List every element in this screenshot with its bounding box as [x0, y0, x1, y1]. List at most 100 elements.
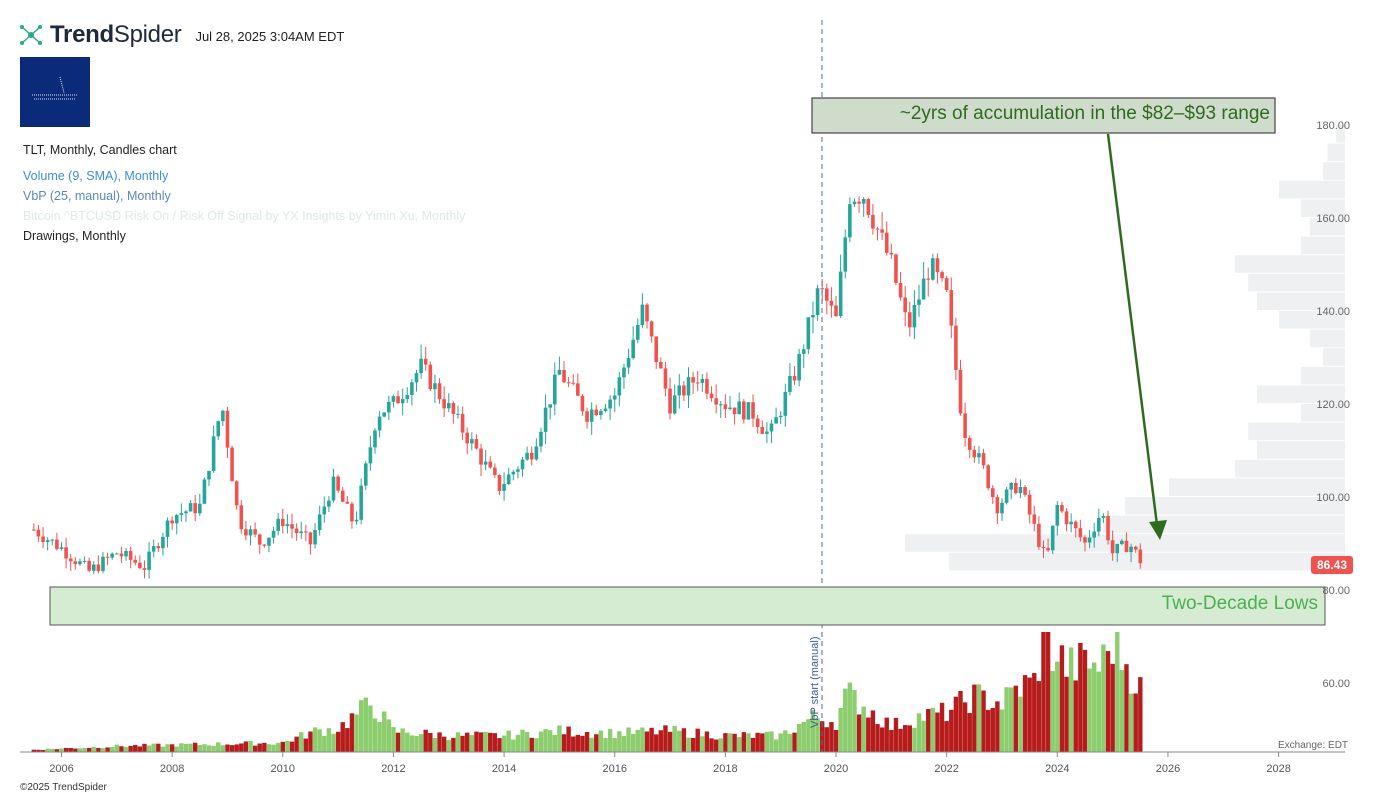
candle-body[interactable]	[585, 411, 589, 422]
candle-body[interactable]	[700, 378, 705, 383]
candle-body[interactable]	[257, 534, 262, 545]
candle-body[interactable]	[677, 385, 682, 396]
candle-body[interactable]	[382, 412, 387, 417]
candle-body[interactable]	[479, 448, 483, 465]
candle-body[interactable]	[751, 402, 755, 419]
candle-body[interactable]	[151, 546, 156, 552]
candle-body[interactable]	[861, 199, 866, 204]
candle-body[interactable]	[133, 559, 138, 563]
candle-body[interactable]	[774, 417, 778, 424]
candle-body[interactable]	[866, 199, 871, 215]
candle-body[interactable]	[1050, 525, 1055, 551]
accumulation-box[interactable]	[811, 97, 1276, 134]
candle-body[interactable]	[396, 396, 400, 404]
candle-body[interactable]	[419, 358, 423, 374]
candle-body[interactable]	[59, 547, 64, 549]
candle-body[interactable]	[921, 278, 926, 300]
candle-body[interactable]	[1078, 528, 1083, 538]
candle-body[interactable]	[645, 304, 649, 322]
candle-body[interactable]	[603, 408, 608, 411]
candle-body[interactable]	[174, 514, 179, 524]
candle-body[interactable]	[1023, 487, 1027, 495]
candle-body[interactable]	[820, 288, 824, 290]
candle-body[interactable]	[769, 423, 774, 432]
candle-body[interactable]	[940, 272, 944, 279]
candle-body[interactable]	[635, 325, 640, 340]
candle-body[interactable]	[682, 385, 686, 396]
candle-body[interactable]	[967, 437, 972, 450]
candle-body[interactable]	[1097, 517, 1101, 532]
candle-body[interactable]	[742, 401, 746, 420]
candle-body[interactable]	[663, 368, 668, 389]
candle-body[interactable]	[723, 404, 728, 410]
candle-body[interactable]	[128, 551, 133, 560]
candle-body[interactable]	[815, 288, 820, 316]
candle-body[interactable]	[156, 546, 161, 549]
candle-body[interactable]	[313, 530, 317, 545]
candle-body[interactable]	[737, 401, 742, 415]
candle-body[interactable]	[889, 252, 894, 255]
candle-body[interactable]	[765, 431, 769, 434]
candle-body[interactable]	[470, 439, 474, 444]
candle-body[interactable]	[626, 358, 631, 368]
legend-main-series[interactable]: TLT, Monthly, Candles chart	[23, 143, 177, 157]
candle-body[interactable]	[340, 490, 345, 502]
candle-body[interactable]	[691, 377, 695, 383]
candle-body[interactable]	[659, 362, 663, 369]
candle-body[interactable]	[529, 452, 534, 460]
candle-body[interactable]	[345, 501, 350, 504]
candle-body[interactable]	[732, 407, 737, 415]
candle-body[interactable]	[488, 461, 493, 468]
candle-body[interactable]	[276, 518, 280, 531]
candle-body[interactable]	[82, 560, 87, 562]
candle-body[interactable]	[972, 449, 977, 458]
candle-body[interactable]	[571, 382, 576, 384]
candle-body[interactable]	[308, 532, 313, 545]
candle-body[interactable]	[36, 529, 41, 537]
candle-body[interactable]	[502, 484, 506, 491]
candle-body[interactable]	[428, 364, 433, 390]
candle-body[interactable]	[811, 315, 815, 318]
candle-body[interactable]	[359, 485, 363, 520]
candle-body[interactable]	[322, 506, 327, 515]
candle-body[interactable]	[299, 531, 304, 534]
candle-body[interactable]	[801, 349, 806, 354]
candle-body[interactable]	[1014, 483, 1018, 494]
candle-body[interactable]	[640, 304, 645, 326]
candle-body[interactable]	[1046, 548, 1050, 551]
candle-body[interactable]	[672, 395, 677, 414]
candle-body[interactable]	[894, 254, 898, 283]
candle-body[interactable]	[400, 399, 405, 404]
candle-body[interactable]	[216, 421, 221, 437]
candle-body[interactable]	[433, 383, 437, 390]
candle-body[interactable]	[884, 232, 889, 253]
candle-body[interactable]	[96, 564, 101, 572]
candle-body[interactable]	[1027, 494, 1032, 515]
candle-body[interactable]	[977, 453, 981, 458]
candle-body[interactable]	[294, 528, 299, 534]
candle-body[interactable]	[1060, 505, 1064, 512]
candle-body[interactable]	[912, 304, 917, 328]
candle-body[interactable]	[1092, 531, 1096, 538]
candle-body[interactable]	[184, 511, 188, 514]
candle-body[interactable]	[1041, 546, 1046, 549]
candle-body[interactable]	[327, 500, 331, 507]
candle-body[interactable]	[262, 544, 267, 546]
candle-body[interactable]	[958, 369, 963, 414]
candle-body[interactable]	[857, 201, 861, 204]
candle-body[interactable]	[599, 410, 603, 416]
candle-body[interactable]	[239, 505, 244, 530]
candle-body[interactable]	[557, 370, 562, 375]
candle-body[interactable]	[221, 410, 225, 422]
candle-body[interactable]	[714, 398, 718, 405]
candle-body[interactable]	[188, 503, 193, 512]
candle-body[interactable]	[1129, 546, 1133, 553]
candle-body[interactable]	[838, 271, 843, 317]
candle-body[interactable]	[589, 409, 594, 422]
candle-body[interactable]	[1032, 514, 1037, 524]
candle-body[interactable]	[1069, 521, 1073, 525]
candle-body[interactable]	[474, 439, 479, 449]
candle-body[interactable]	[834, 305, 838, 317]
candle-body[interactable]	[456, 413, 460, 415]
